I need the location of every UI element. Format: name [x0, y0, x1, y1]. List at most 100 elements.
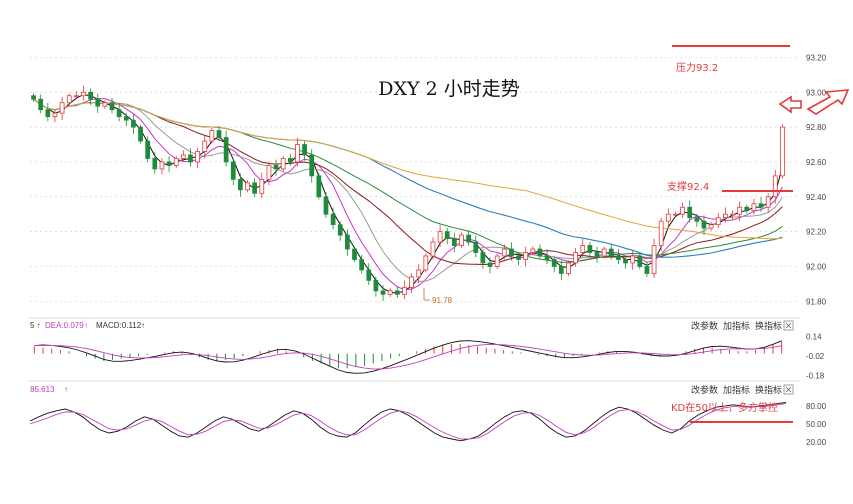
price-tick-label: 92.20 [806, 228, 827, 237]
kd-buttons: 改参数 加指标 换指标 [691, 384, 794, 396]
candle-body [345, 234, 350, 250]
macd-switch-indicator-button[interactable]: 换指标 [755, 320, 782, 332]
candle-body [680, 206, 685, 215]
ma-line [33, 98, 783, 240]
candle-body [566, 262, 571, 274]
kd-lines [29, 401, 787, 442]
price-y-axis: 93.20 93.00 92.80 92.60 92.40 92.20 92.00 91.80 [806, 53, 827, 306]
low-label: 91.78 [432, 296, 453, 305]
candle-body [180, 154, 186, 159]
macd-tick-label: -0.02 [806, 352, 825, 361]
candle-body [66, 95, 72, 104]
candle-body [352, 248, 357, 260]
macd-up-icon: ↑ [141, 321, 145, 330]
price-tick-label: 92.80 [806, 123, 827, 132]
kd-y-axis: 80.00 50.00 20.00 [806, 402, 827, 447]
candle-body [123, 116, 129, 121]
candle-body [780, 126, 785, 177]
price-tick-label: 91.80 [806, 297, 827, 306]
macd-add-indicator-button[interactable]: 加指标 [723, 320, 750, 332]
candle-body [380, 290, 386, 295]
candle-body [430, 241, 436, 257]
macd-tick-label: -0.18 [806, 372, 825, 381]
candle-body [31, 95, 36, 100]
macd-edit-params-button[interactable]: 改参数 [691, 320, 718, 332]
macd-buttons: 改参数 加指标 换指标 [691, 320, 794, 332]
candle-body [252, 182, 258, 194]
kd-edit-params-button[interactable]: 改参数 [691, 384, 718, 396]
candle-body [45, 109, 51, 118]
moving-average-lines [33, 94, 783, 294]
candle-body [530, 248, 536, 253]
candle-body [708, 224, 714, 229]
candle-body [537, 248, 543, 257]
candle-body [558, 266, 564, 274]
candlestick-series [31, 85, 785, 302]
ma-line [33, 98, 783, 263]
ma-line [33, 98, 783, 258]
candle-body [601, 248, 607, 257]
candle-body [637, 255, 643, 267]
kd-up-icon: ↑ [64, 385, 68, 394]
candle-body [216, 130, 222, 138]
candle-body [608, 248, 614, 257]
price-panel: 93.20 93.00 92.80 92.60 92.40 92.20 92.00 91.80… [30, 45, 850, 306]
candle-body [273, 165, 279, 170]
candle-body [772, 175, 778, 198]
candle-body [323, 196, 329, 215]
candle-body [38, 98, 44, 111]
candle-body [765, 196, 771, 208]
candle-body [487, 262, 493, 267]
candle-body [623, 259, 628, 264]
kd-switch-indicator-button[interactable]: 换指标 [755, 384, 782, 396]
candle-body [295, 144, 300, 163]
candle-body [730, 213, 735, 216]
candle-body [494, 255, 500, 267]
candle-body [73, 95, 79, 98]
d-line [29, 403, 787, 440]
kd-add-indicator-button[interactable]: 加指标 [723, 384, 750, 396]
candle-body [266, 165, 272, 180]
candle-body [366, 269, 372, 281]
candle-body [337, 224, 343, 236]
candle-body [580, 245, 586, 253]
candle-body [109, 102, 115, 111]
candle-body [138, 126, 143, 142]
macd-panel: 5 ↑ DEA:0.079 ↑ MACD:0.112 ↑ 改参数 加指标 换指标… [28, 317, 825, 381]
candle-body [59, 102, 65, 114]
candle-body [480, 252, 486, 264]
price-gridlines [30, 57, 800, 302]
candle-body [145, 140, 151, 159]
candle-body [544, 255, 550, 260]
candle-body [758, 203, 764, 208]
candle-body [516, 255, 521, 260]
candle-body [501, 248, 507, 257]
candle-body [166, 161, 172, 166]
candle-body [466, 234, 471, 243]
candle-body [287, 158, 293, 163]
candle-body [751, 203, 757, 212]
candle-body [737, 206, 743, 215]
arrow-up-right-icon [806, 89, 850, 115]
candle-body [159, 161, 165, 170]
candle-body [102, 102, 108, 107]
candle-body [651, 245, 657, 274]
kd-tick-label: 80.00 [806, 402, 827, 411]
kd-value-label: 85.613 [30, 385, 55, 394]
kd-tick-label: 20.00 [806, 438, 827, 447]
macd-close-x-icon [785, 322, 792, 329]
candle-body [402, 286, 407, 295]
candle-body [459, 234, 464, 246]
price-tick-label: 93.20 [806, 53, 827, 62]
macd-tick-label: 0.14 [806, 333, 822, 342]
candle-body [451, 238, 457, 246]
candle-body [95, 98, 101, 107]
ma-line [33, 98, 783, 282]
candle-body [209, 130, 215, 142]
candle-body [316, 175, 322, 198]
candle-body [116, 109, 122, 118]
candle-body [416, 269, 422, 278]
candle-body [387, 290, 393, 295]
candle-body [658, 220, 664, 246]
price-tick-label: 92.40 [806, 193, 827, 202]
